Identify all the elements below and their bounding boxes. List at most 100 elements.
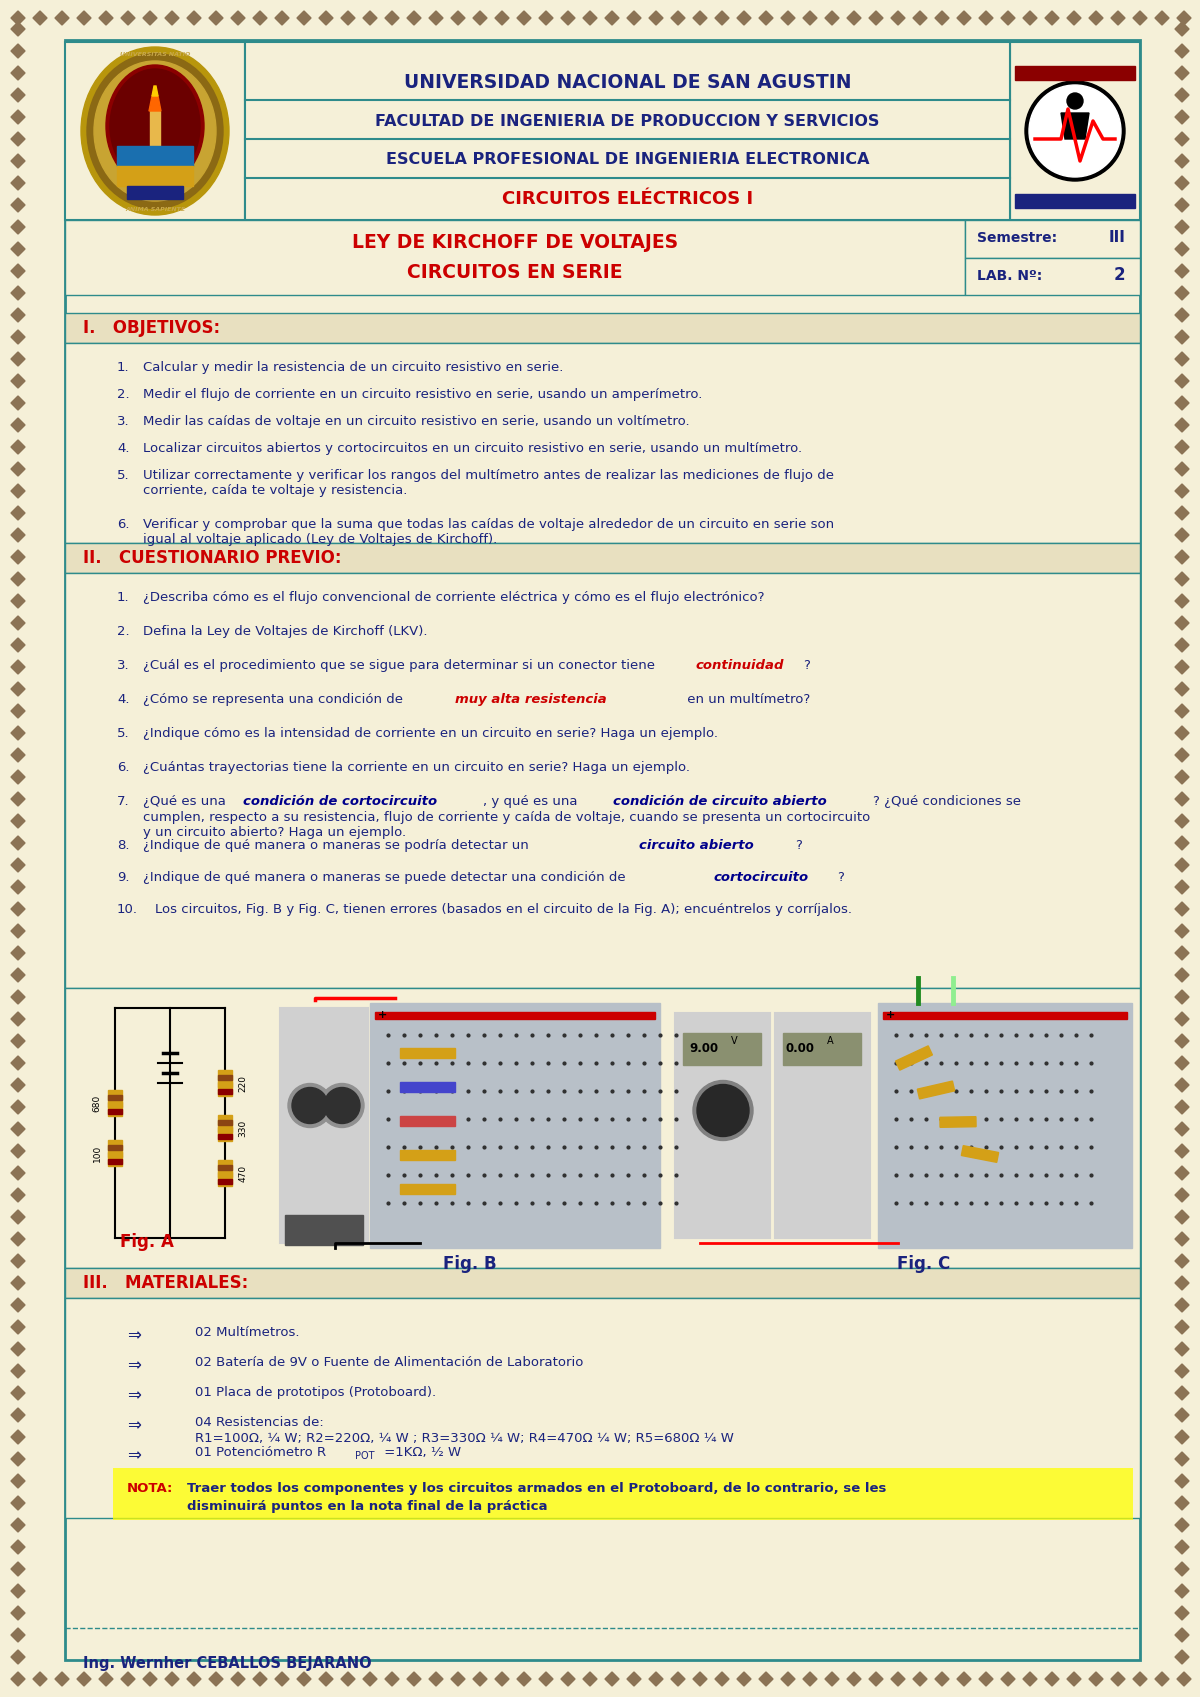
Text: 4.: 4. (118, 692, 130, 706)
Text: Semestre:: Semestre: (977, 231, 1057, 244)
Polygon shape (98, 1672, 113, 1687)
Polygon shape (11, 22, 25, 36)
Polygon shape (1175, 329, 1189, 344)
Polygon shape (11, 506, 25, 519)
Text: Utilizar correctamente y verificar los rangos del multímetro antes de realizar l: Utilizar correctamente y verificar los r… (143, 468, 834, 482)
Polygon shape (847, 1672, 862, 1687)
Polygon shape (11, 1409, 25, 1422)
Polygon shape (11, 682, 25, 696)
Text: muy alta resistencia: muy alta resistencia (455, 692, 607, 706)
Polygon shape (1175, 1100, 1189, 1113)
Polygon shape (1175, 154, 1189, 168)
Polygon shape (11, 329, 25, 344)
Polygon shape (11, 859, 25, 872)
Polygon shape (1175, 815, 1189, 828)
Text: UNIVERSITAS NATIO: UNIVERSITAS NATIO (120, 53, 190, 58)
Polygon shape (1175, 923, 1189, 938)
Polygon shape (649, 10, 662, 25)
Polygon shape (1175, 989, 1189, 1005)
Polygon shape (385, 10, 398, 25)
Polygon shape (127, 187, 182, 199)
Text: , y qué es una: , y qué es una (482, 794, 582, 808)
Polygon shape (275, 10, 289, 25)
Text: Los circuitos, Fig. B y Fig. C, tienen errores (basados en el circuito de la Fig: Los circuitos, Fig. B y Fig. C, tienen e… (155, 903, 852, 916)
Text: ?: ? (838, 871, 844, 884)
Polygon shape (275, 1672, 289, 1687)
Polygon shape (11, 726, 25, 740)
Polygon shape (152, 87, 158, 97)
Bar (65, 543, 1140, 574)
Ellipse shape (88, 54, 223, 209)
Polygon shape (760, 1672, 773, 1687)
Polygon shape (11, 1342, 25, 1356)
Polygon shape (979, 10, 994, 25)
Polygon shape (298, 10, 311, 25)
Text: ANIMA SAPIENTE: ANIMA SAPIENTE (125, 207, 185, 212)
Polygon shape (11, 770, 25, 784)
Text: ¿Cuántas trayectorias tiene la corriente en un circuito en serie? Haga un ejempl: ¿Cuántas trayectorias tiene la corriente… (143, 760, 690, 774)
Polygon shape (1175, 1497, 1189, 1510)
Polygon shape (1175, 616, 1189, 630)
Polygon shape (1175, 1276, 1189, 1290)
Polygon shape (11, 351, 25, 367)
Bar (878, 1003, 1132, 1247)
Bar (108, 1152, 122, 1157)
Text: III: III (1108, 231, 1126, 246)
Polygon shape (11, 989, 25, 1005)
Text: Traer todos los componentes y los circuitos armados en el Protoboard, de lo cont: Traer todos los componentes y los circui… (187, 1481, 887, 1495)
Polygon shape (11, 1232, 25, 1246)
Text: Fig. C: Fig. C (896, 1256, 950, 1273)
Polygon shape (1175, 243, 1189, 256)
Polygon shape (1175, 110, 1189, 124)
Polygon shape (1175, 792, 1189, 806)
Polygon shape (1175, 440, 1189, 455)
Polygon shape (1090, 10, 1103, 25)
Text: +: + (886, 1010, 895, 1020)
Bar (940, 1117, 976, 1127)
Text: V: V (731, 1035, 738, 1045)
Ellipse shape (324, 1088, 360, 1123)
Polygon shape (230, 1672, 245, 1687)
Text: I.   OBJETIVOS:: I. OBJETIVOS: (83, 319, 220, 338)
Text: ?: ? (796, 838, 802, 852)
Polygon shape (496, 10, 509, 25)
Polygon shape (341, 10, 355, 25)
Ellipse shape (82, 48, 229, 216)
Polygon shape (11, 1364, 25, 1378)
Polygon shape (166, 10, 179, 25)
Polygon shape (826, 10, 839, 25)
Polygon shape (11, 550, 25, 563)
Polygon shape (826, 1672, 839, 1687)
Polygon shape (11, 748, 25, 762)
Polygon shape (187, 1672, 202, 1687)
Polygon shape (230, 10, 245, 25)
Text: 2.: 2. (118, 389, 130, 400)
Polygon shape (1175, 1144, 1189, 1157)
Polygon shape (628, 1672, 641, 1687)
Bar (674, 1013, 770, 1239)
Text: 4.: 4. (118, 441, 130, 455)
Polygon shape (1133, 1672, 1147, 1687)
Text: disminuirá puntos en la nota final de la práctica: disminuirá puntos en la nota final de la… (187, 1500, 547, 1514)
Polygon shape (473, 10, 487, 25)
Text: UNIVERSIDAD NACIONAL DE SAN AGUSTIN: UNIVERSIDAD NACIONAL DE SAN AGUSTIN (403, 73, 851, 92)
Text: 0.00: 0.00 (785, 1042, 814, 1056)
Polygon shape (11, 572, 25, 585)
Polygon shape (958, 10, 971, 25)
Polygon shape (1175, 395, 1189, 411)
Polygon shape (737, 1672, 751, 1687)
Polygon shape (385, 1672, 398, 1687)
Polygon shape (11, 373, 25, 389)
Polygon shape (1177, 10, 1190, 25)
Polygon shape (55, 10, 70, 25)
Text: 01 Placa de prototipos (Protoboard).: 01 Placa de prototipos (Protoboard). (194, 1386, 436, 1398)
Polygon shape (1175, 1453, 1189, 1466)
Text: 02 Multímetros.: 02 Multímetros. (194, 1325, 300, 1339)
Polygon shape (1133, 10, 1147, 25)
Bar (784, 1033, 862, 1066)
Polygon shape (11, 945, 25, 961)
Polygon shape (298, 1672, 311, 1687)
Polygon shape (55, 1672, 70, 1687)
Ellipse shape (1030, 85, 1121, 176)
Text: 5.: 5. (118, 726, 130, 740)
